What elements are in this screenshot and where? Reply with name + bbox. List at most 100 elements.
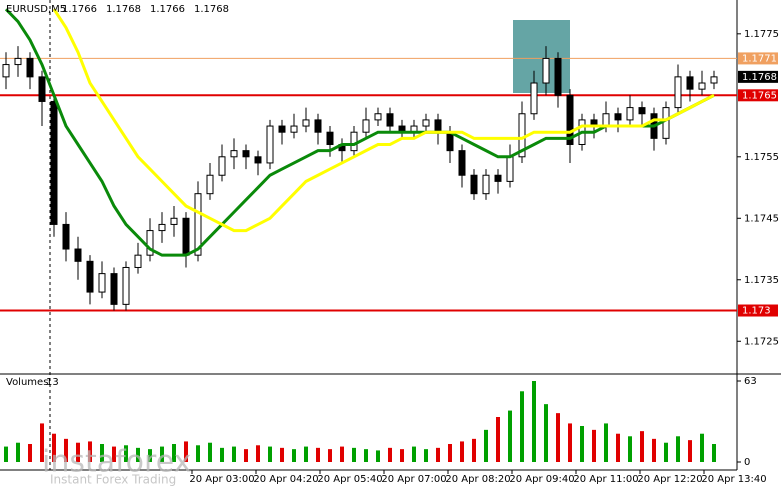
volume-bar	[604, 423, 608, 462]
current-price: 1.1768	[742, 72, 777, 83]
volume-bar	[208, 442, 212, 462]
volume-label: Volumes	[6, 377, 48, 388]
candle-body	[614, 113, 622, 121]
volume-bar	[676, 436, 680, 462]
volume-bar	[316, 447, 320, 462]
candle-body	[86, 260, 94, 293]
candle-body	[122, 266, 130, 305]
x-tick-label: 20 Apr 13:40	[701, 474, 766, 485]
volume-bar	[712, 444, 716, 462]
volume-bar	[136, 447, 140, 462]
volume-bar	[568, 423, 572, 462]
volume-bar	[256, 445, 260, 462]
volume-current: 13	[46, 377, 59, 388]
candle-body	[302, 119, 310, 127]
volume-bar	[460, 441, 464, 462]
candle-body	[230, 150, 238, 158]
candle-body	[26, 57, 34, 78]
candle-body	[674, 76, 682, 109]
candle-body	[350, 131, 358, 152]
y-tick-label: 1.1745	[744, 213, 779, 224]
candle-body	[98, 273, 106, 293]
volume-bar	[628, 436, 632, 462]
volume-bar	[148, 449, 152, 462]
volume-bar	[532, 381, 536, 462]
volume-bar	[292, 449, 296, 462]
x-tick-label: 20 Apr 03:00	[189, 474, 254, 485]
header-value: 1.1766	[150, 4, 185, 15]
y-tick-label: 1.1725	[744, 336, 779, 347]
candle-body	[2, 64, 10, 78]
candle-body	[110, 273, 118, 305]
volume-bar	[40, 423, 44, 462]
volume-bar	[196, 445, 200, 462]
candle-body	[458, 150, 466, 176]
volume-bar	[652, 438, 656, 462]
volume-bar	[280, 447, 284, 462]
candle-body	[218, 156, 226, 176]
volume-bar	[496, 417, 500, 462]
candle-body	[14, 57, 22, 66]
volume-bar	[52, 433, 56, 462]
candle-body	[374, 113, 382, 121]
volume-bar	[124, 445, 128, 462]
candle-body	[434, 119, 442, 133]
candle-body	[326, 131, 334, 145]
x-tick-label: 20 Apr 08:20	[445, 474, 510, 485]
candle-body	[278, 125, 286, 133]
candle-body	[494, 174, 502, 182]
volume-bar	[388, 447, 392, 462]
candle-body	[314, 119, 322, 133]
header-ohlc: 1.1766 1.1768 1.1766 1.1768	[62, 4, 229, 15]
candle-body	[38, 76, 46, 102]
volume-bar	[412, 446, 416, 462]
volume-bar	[580, 426, 584, 462]
x-tick-label: 20 Apr 09:40	[509, 474, 574, 485]
candle-body	[470, 174, 478, 195]
volume-bar	[232, 446, 236, 462]
moving-average	[4, 8, 715, 257]
volume-bar	[88, 441, 92, 462]
candle-body	[194, 193, 202, 256]
level-label: 1.1771	[742, 53, 777, 64]
volume-bar	[592, 429, 596, 462]
x-tick-label: 20 Apr 07:00	[381, 474, 446, 485]
level-label: 1.173	[742, 306, 771, 317]
volume-bar	[328, 449, 332, 462]
x-tick-label: 20 Apr 04:20	[253, 474, 318, 485]
price-tag	[738, 70, 778, 83]
candle-body	[254, 156, 262, 164]
volume-bar	[556, 413, 560, 462]
volume-bar	[400, 449, 404, 462]
candle-body	[386, 113, 394, 127]
y-tick-label: 1.1775	[744, 29, 779, 40]
volume-bar	[244, 449, 248, 462]
volume-bar	[688, 440, 692, 462]
volume-bar	[16, 442, 20, 462]
candle-body	[50, 100, 58, 225]
candle-body	[242, 150, 250, 158]
candle-body	[74, 248, 82, 262]
candle-body	[146, 230, 154, 256]
volume-bar	[664, 442, 668, 462]
y-tick-label: 1.1755	[744, 152, 779, 163]
volume-bar	[700, 433, 704, 462]
volume-bar	[544, 404, 548, 462]
volume-bar	[508, 410, 512, 462]
moving-average	[52, 8, 715, 233]
candle-body	[530, 82, 538, 115]
volume-bar	[112, 446, 116, 462]
volume-bar	[472, 438, 476, 462]
candle-body	[626, 107, 634, 121]
candle-body	[542, 57, 550, 84]
candle-body	[182, 217, 190, 256]
volume-bar	[484, 429, 488, 462]
volume-bar	[64, 438, 68, 462]
candle-body	[170, 217, 178, 225]
volume-bar	[304, 446, 308, 462]
x-tick-label: 20 Apr 11:00	[573, 474, 638, 485]
candle-body	[602, 113, 610, 127]
candle-body	[290, 125, 298, 133]
